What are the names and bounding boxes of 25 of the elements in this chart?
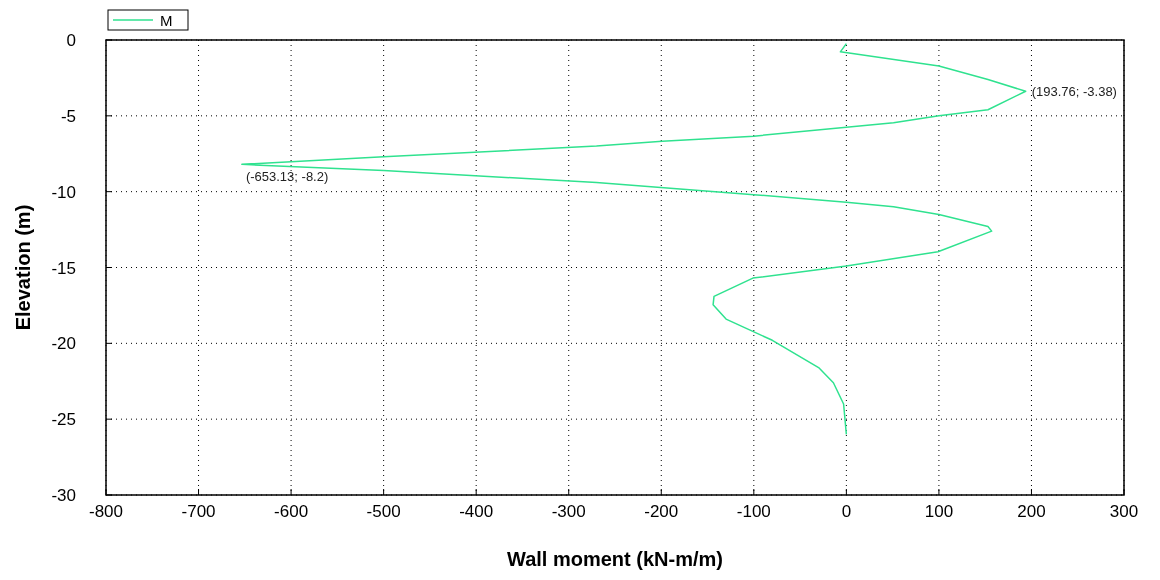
x-tick-label: 200 bbox=[1017, 502, 1046, 521]
y-tick-label: -10 bbox=[51, 182, 76, 202]
x-tick-label: 0 bbox=[841, 502, 852, 521]
y-tick-label: -15 bbox=[51, 258, 76, 278]
x-tick-label: 300 bbox=[1109, 502, 1139, 521]
x-tick-label: -600 bbox=[274, 502, 309, 521]
y-tick-label: -25 bbox=[51, 410, 76, 430]
x-tick-label: -200 bbox=[644, 502, 679, 521]
y-tick-label: -30 bbox=[51, 486, 76, 505]
x-tick-label: 100 bbox=[924, 502, 954, 521]
x-tick-label: -700 bbox=[181, 502, 216, 521]
annotation: (193.76; -3.38) bbox=[1031, 84, 1117, 100]
legend-label: M bbox=[160, 12, 173, 29]
x-axis-title: Wall moment (kN-m/m) bbox=[507, 548, 723, 570]
x-tick-label: -300 bbox=[551, 502, 586, 521]
x-tick-label: -500 bbox=[366, 502, 401, 521]
x-tick-label: -100 bbox=[736, 502, 771, 521]
line-series bbox=[241, 42, 1027, 436]
y-axis-title: Elevation (m) bbox=[12, 204, 34, 331]
x-tick-label: -800 bbox=[88, 502, 124, 521]
x-tick-label: -400 bbox=[459, 502, 494, 521]
y-tick-label: -5 bbox=[60, 106, 76, 126]
annotation: (-653.13; -8.2) bbox=[245, 169, 329, 185]
y-tick-label: -20 bbox=[51, 334, 76, 354]
y-tick-label: 0 bbox=[66, 31, 76, 50]
